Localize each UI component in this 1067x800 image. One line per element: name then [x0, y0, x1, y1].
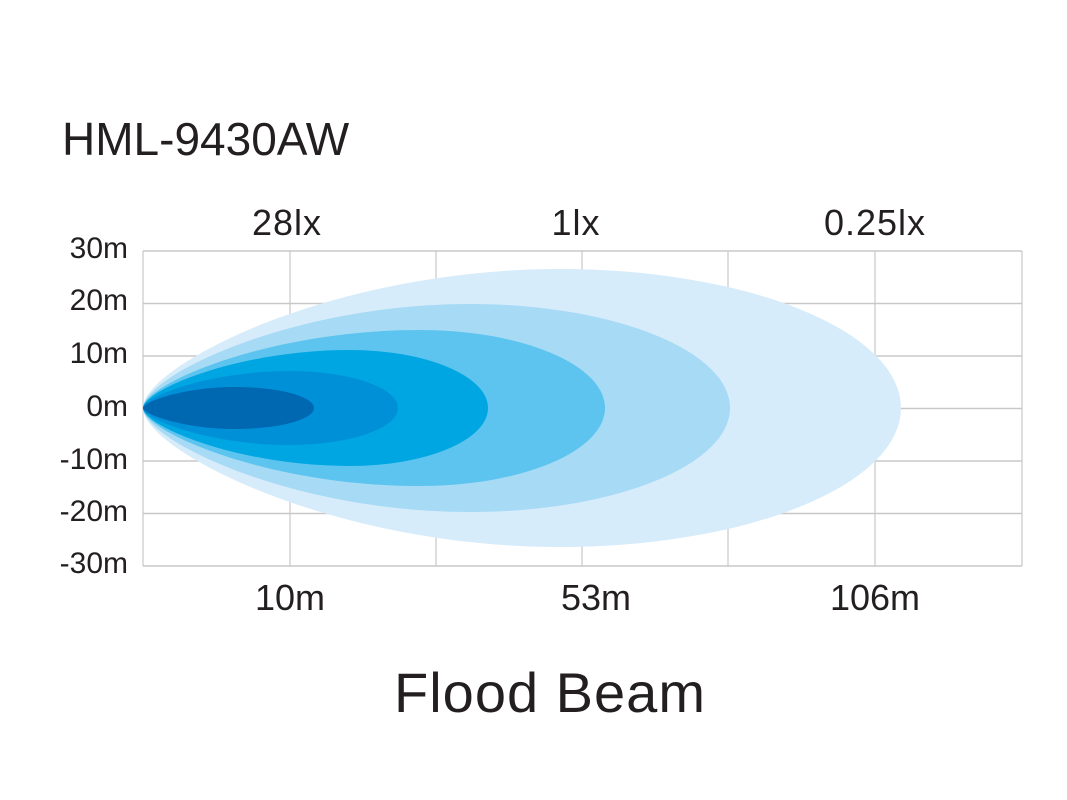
x-tick-label: 10m: [254, 577, 326, 618]
x-tick-label: 53m: [560, 577, 632, 618]
x-tick-label: 106m: [829, 577, 921, 618]
y-tick-label: -20m: [59, 495, 128, 528]
y-tick-label: 0m: [86, 390, 128, 423]
beam-type-caption: Flood Beam: [394, 661, 706, 724]
lux-label-28: 28lx: [251, 202, 323, 243]
model-title: HML-9430AW: [62, 113, 350, 165]
y-tick-label: 20m: [69, 284, 128, 317]
y-tick-label: -30m: [59, 547, 128, 580]
lux-label-1: 1lx: [551, 202, 601, 243]
y-tick-label: 10m: [69, 337, 128, 370]
lux-label-025: 0.25lx: [823, 202, 927, 243]
beam-lobe-6: [143, 387, 314, 429]
y-tick-label: 30m: [69, 232, 128, 265]
y-tick-label: -10m: [59, 443, 128, 476]
